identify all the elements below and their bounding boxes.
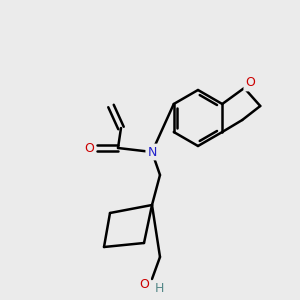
Text: N: N <box>147 146 157 158</box>
Text: O: O <box>139 278 149 290</box>
Text: O: O <box>245 76 255 89</box>
Text: O: O <box>84 142 94 154</box>
Text: H: H <box>154 281 164 295</box>
